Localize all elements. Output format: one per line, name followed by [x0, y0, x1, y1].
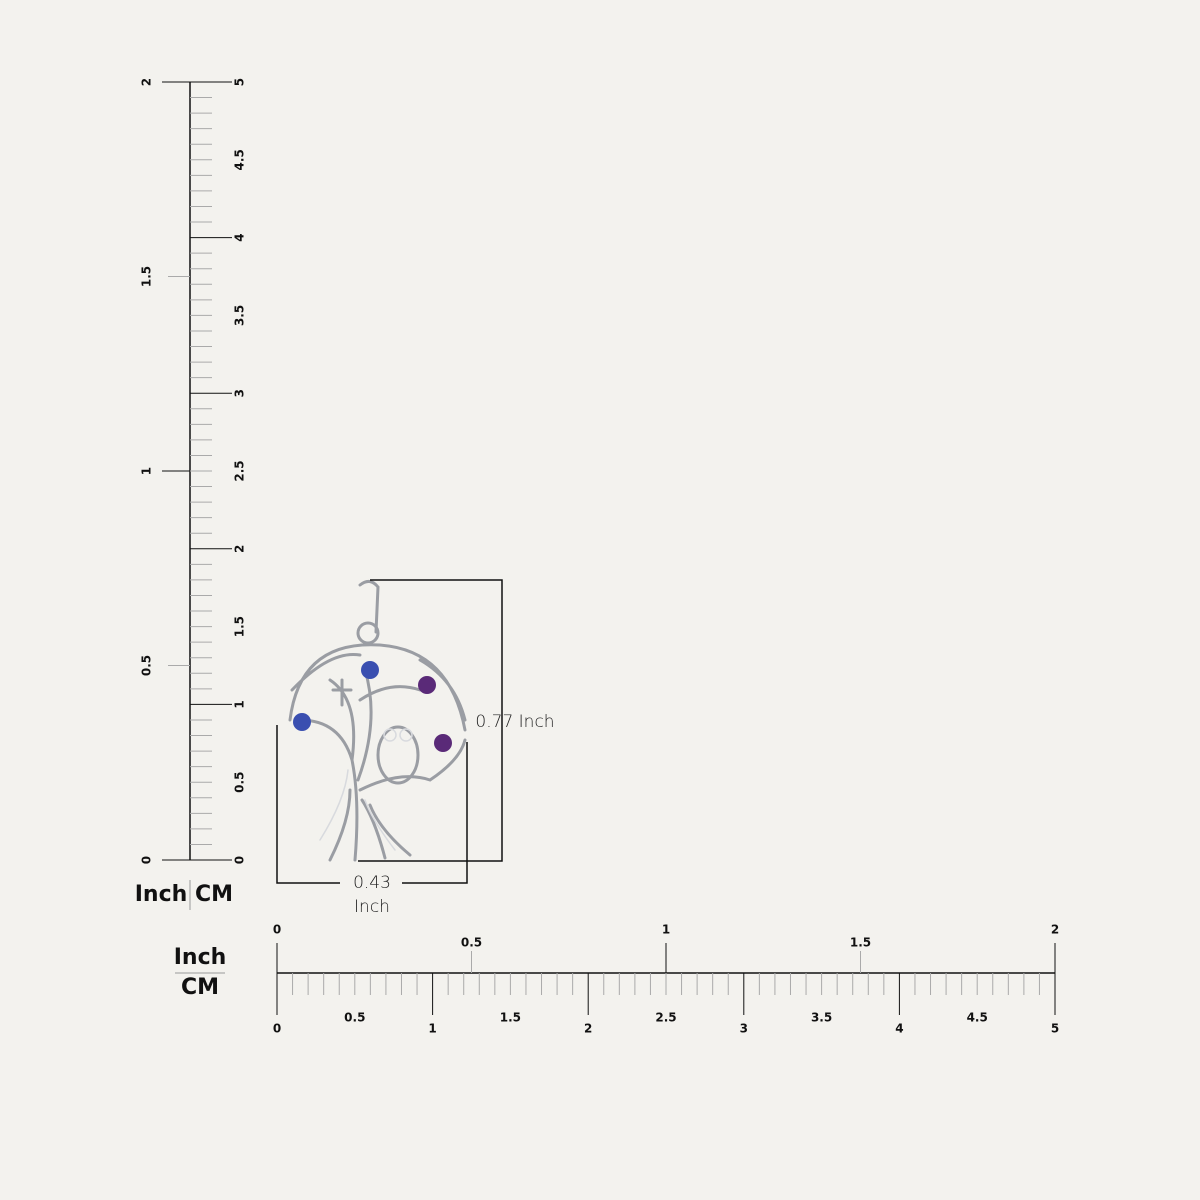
- inch-label: 2: [140, 78, 154, 86]
- cm-label: 0.5: [233, 772, 247, 793]
- cm-label: 3.5: [811, 1011, 832, 1025]
- dimension-lines: [276, 579, 503, 884]
- cm-label: 4: [895, 1022, 903, 1036]
- cm-label: 3.5: [233, 305, 247, 326]
- gem: [361, 661, 379, 679]
- width-value: 0.43: [353, 873, 391, 893]
- inch-label: 0: [273, 923, 281, 937]
- cm-label: 4: [233, 233, 247, 241]
- height-label: 0.77 Inch: [475, 712, 554, 732]
- inch-label: 1.5: [850, 936, 871, 950]
- inch-label: 0.5: [461, 936, 482, 950]
- cm-label: 2: [233, 545, 247, 553]
- cm-label: 2: [584, 1022, 592, 1036]
- inch-label: 1: [662, 923, 670, 937]
- gem: [434, 734, 452, 752]
- cm-label: 1.5: [233, 616, 247, 637]
- cm-label: 5: [233, 78, 247, 86]
- cm-label: 1: [428, 1022, 436, 1036]
- pendant: [288, 580, 467, 862]
- cm-label: 1.5: [500, 1011, 521, 1025]
- unit-inch: Inch: [174, 945, 227, 970]
- inch-label: 1.5: [140, 266, 154, 287]
- cm-label: 3: [233, 389, 247, 397]
- gem: [293, 713, 311, 731]
- inch-label: 0: [140, 856, 154, 864]
- cm-label: 3: [740, 1022, 748, 1036]
- inch-label: 1: [140, 467, 154, 475]
- unit-cm: CM: [181, 975, 219, 1000]
- cm-label: 0.5: [344, 1011, 365, 1025]
- cm-label: 2.5: [233, 460, 247, 481]
- inch-label: 2: [1051, 923, 1059, 937]
- width-unit: Inch: [354, 897, 390, 917]
- inch-label: 0.5: [140, 655, 154, 676]
- cm-label: 4.5: [233, 149, 247, 170]
- unit-cm: CM: [195, 882, 233, 907]
- cm-label: 5: [1051, 1022, 1059, 1036]
- unit-inch: Inch: [135, 882, 188, 907]
- cm-label: 2.5: [655, 1011, 676, 1025]
- cm-label: 1: [233, 700, 247, 708]
- cm-label: 0: [233, 856, 247, 864]
- cm-label: 4.5: [967, 1011, 988, 1025]
- cm-label: 0: [273, 1022, 281, 1036]
- gem: [418, 676, 436, 694]
